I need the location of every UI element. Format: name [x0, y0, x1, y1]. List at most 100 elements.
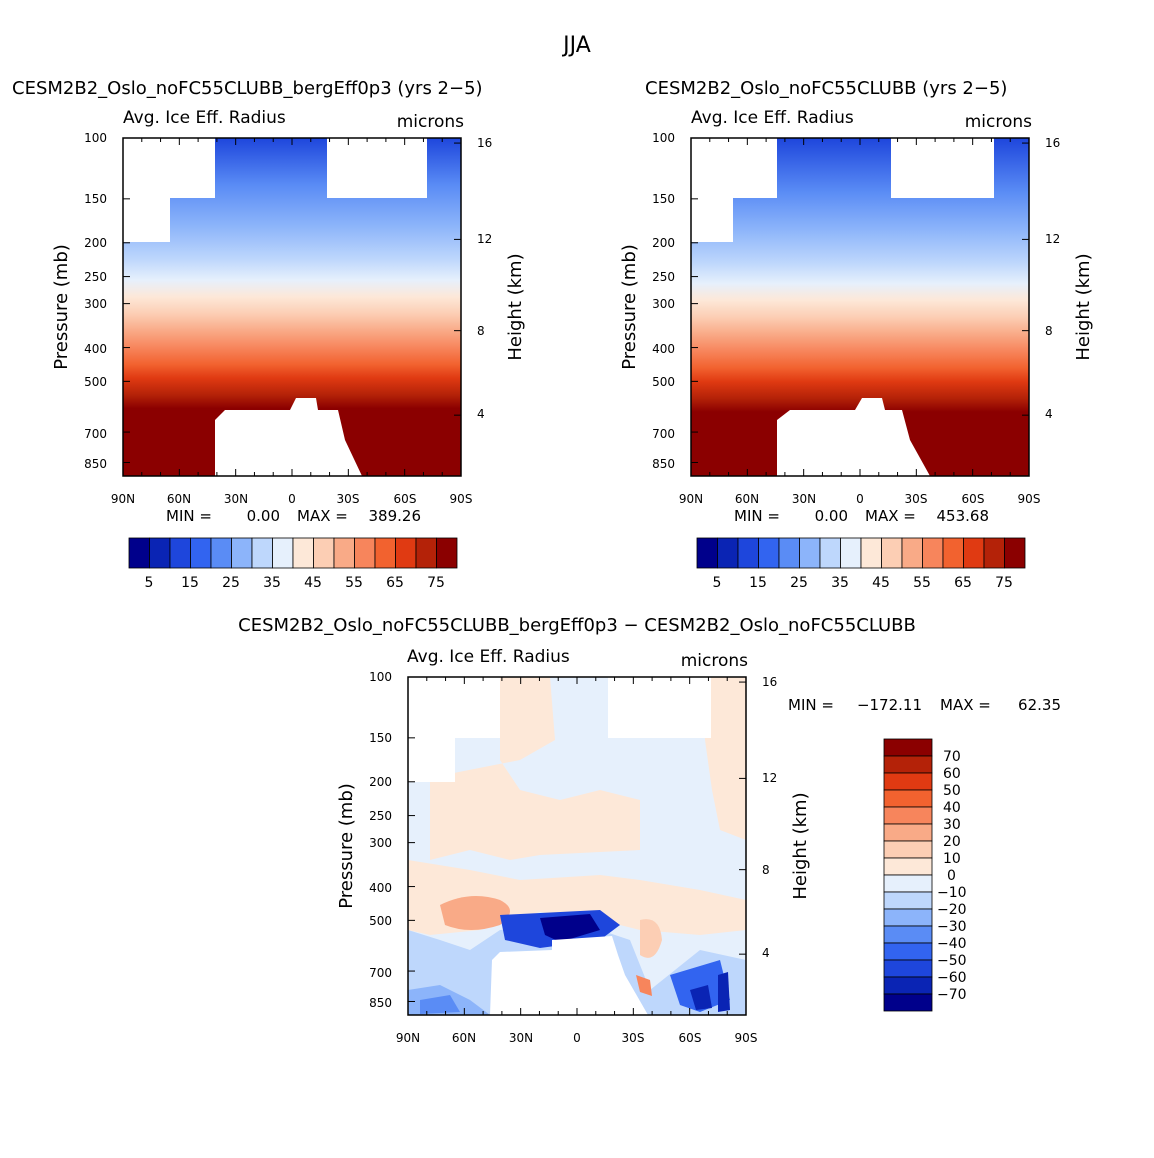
- ytick-250: 250: [84, 270, 107, 284]
- colorbar-swatch: [883, 891, 933, 910]
- xtick-30N: 30N: [792, 492, 816, 506]
- xtick-60N: 60N: [167, 492, 191, 506]
- y2-axis-label: Height (km): [1073, 253, 1094, 360]
- contour-field: [123, 138, 461, 476]
- cb-tick-15: 15: [181, 575, 199, 591]
- cb-tick-5: 5: [713, 575, 722, 591]
- colorbar-swatch: [292, 537, 314, 569]
- panel-difference: CESM2B2_Oslo_noFC55CLUBB_bergEff0p3 − CE…: [238, 615, 1061, 1045]
- colorbar-swatch: [737, 537, 759, 569]
- cb-tick-minus30: −30: [937, 919, 967, 935]
- cb-tick-10: 10: [943, 851, 961, 867]
- y2tick-4: 4: [1045, 407, 1053, 421]
- units-label: microns: [965, 112, 1032, 132]
- y2tick-12: 12: [477, 232, 492, 246]
- y2tick-16: 16: [1045, 136, 1060, 150]
- y2tick-4: 4: [762, 946, 770, 960]
- xtick-90S: 90S: [735, 1031, 758, 1045]
- left-subtitle: Avg. Ice Eff. Radius: [407, 647, 570, 667]
- cb-tick-55: 55: [913, 575, 931, 591]
- colorbar-swatch: [374, 537, 396, 569]
- ytick-100: 100: [369, 670, 392, 684]
- colorbar: [128, 537, 458, 569]
- ytick-150: 150: [652, 192, 675, 206]
- max-label: MAX =: [865, 507, 916, 525]
- cb-tick-50: 50: [943, 783, 961, 799]
- cb-tick-45: 45: [304, 575, 322, 591]
- ytick-700: 700: [652, 427, 675, 441]
- min-label: MIN =: [788, 696, 834, 714]
- xtick-90S: 90S: [1018, 492, 1041, 506]
- colorbar-swatch: [883, 925, 933, 944]
- contour-field: [691, 138, 1029, 476]
- panel-title: CESM2B2_Oslo_noFC55CLUBB (yrs 2−5): [645, 78, 1007, 99]
- xtick-0: 0: [573, 1031, 581, 1045]
- cb-tick-35: 35: [831, 575, 849, 591]
- panel-bergEff0p3: CESM2B2_Oslo_noFC55CLUBB_bergEff0p3 (yrs…: [12, 78, 526, 591]
- figure-title: JJA: [561, 33, 591, 58]
- cb-tick-15: 15: [749, 575, 767, 591]
- colorbar-swatch: [883, 976, 933, 995]
- colorbar-swatch: [942, 537, 964, 569]
- colorbar-swatch: [149, 537, 171, 569]
- panel-title: CESM2B2_Oslo_noFC55CLUBB_bergEff0p3 − CE…: [238, 615, 916, 636]
- colorbar-swatch: [333, 537, 355, 569]
- ytick-700: 700: [369, 966, 392, 980]
- ytick-400: 400: [369, 881, 392, 895]
- cb-tick-45: 45: [872, 575, 890, 591]
- max-value: 62.35: [1018, 696, 1061, 714]
- y2tick-12: 12: [762, 771, 777, 785]
- xtick-90N: 90N: [111, 492, 135, 506]
- cb-tick-40: 40: [943, 800, 961, 816]
- y-axis-label: Pressure (mb): [51, 244, 72, 370]
- y2-axis-label: Height (km): [790, 792, 811, 899]
- ytick-850: 850: [652, 457, 675, 471]
- cb-tick-30: 30: [943, 817, 961, 833]
- colorbar-swatch: [883, 738, 933, 757]
- min-value: 0.00: [815, 507, 848, 525]
- cb-tick-minus50: −50: [937, 953, 967, 969]
- colorbar-swatch: [883, 755, 933, 774]
- xtick-60S: 60S: [962, 492, 985, 506]
- cb-tick-minus60: −60: [937, 970, 967, 986]
- ytick-850: 850: [369, 996, 392, 1010]
- ytick-150: 150: [369, 731, 392, 745]
- colorbar-swatch: [883, 874, 933, 893]
- colorbar-swatch: [1004, 537, 1026, 569]
- cb-tick-75: 75: [427, 575, 445, 591]
- xtick-90N: 90N: [396, 1031, 420, 1045]
- max-value: 389.26: [369, 507, 422, 525]
- colorbar-swatch: [251, 537, 273, 569]
- colorbar-swatch: [883, 959, 933, 978]
- colorbar-swatch: [963, 537, 985, 569]
- colorbar: [883, 738, 933, 1012]
- ytick-500: 500: [84, 375, 107, 389]
- colorbar-swatch: [983, 537, 1005, 569]
- ytick-400: 400: [84, 342, 107, 356]
- contour-field: [408, 677, 746, 1015]
- min-label: MIN =: [734, 507, 780, 525]
- ytick-300: 300: [652, 297, 675, 311]
- ytick-500: 500: [369, 914, 392, 928]
- colorbar-swatch: [901, 537, 923, 569]
- colorbar-swatch: [881, 537, 903, 569]
- colorbar-swatch: [210, 537, 232, 569]
- xtick-60S: 60S: [679, 1031, 702, 1045]
- colorbar-swatch: [840, 537, 862, 569]
- colorbar-swatch: [799, 537, 821, 569]
- ytick-100: 100: [84, 131, 107, 145]
- xtick-90S: 90S: [450, 492, 473, 506]
- cb-tick-25: 25: [790, 575, 808, 591]
- ytick-250: 250: [369, 809, 392, 823]
- xtick-30N: 30N: [224, 492, 248, 506]
- max-label: MAX =: [940, 696, 991, 714]
- y-axis-label: Pressure (mb): [619, 244, 640, 370]
- min-value: 0.00: [247, 507, 280, 525]
- ytick-200: 200: [369, 775, 392, 789]
- colorbar-swatch: [883, 840, 933, 859]
- cb-tick-55: 55: [345, 575, 363, 591]
- units-label: microns: [681, 651, 748, 671]
- colorbar-swatch: [860, 537, 882, 569]
- xtick-0: 0: [288, 492, 296, 506]
